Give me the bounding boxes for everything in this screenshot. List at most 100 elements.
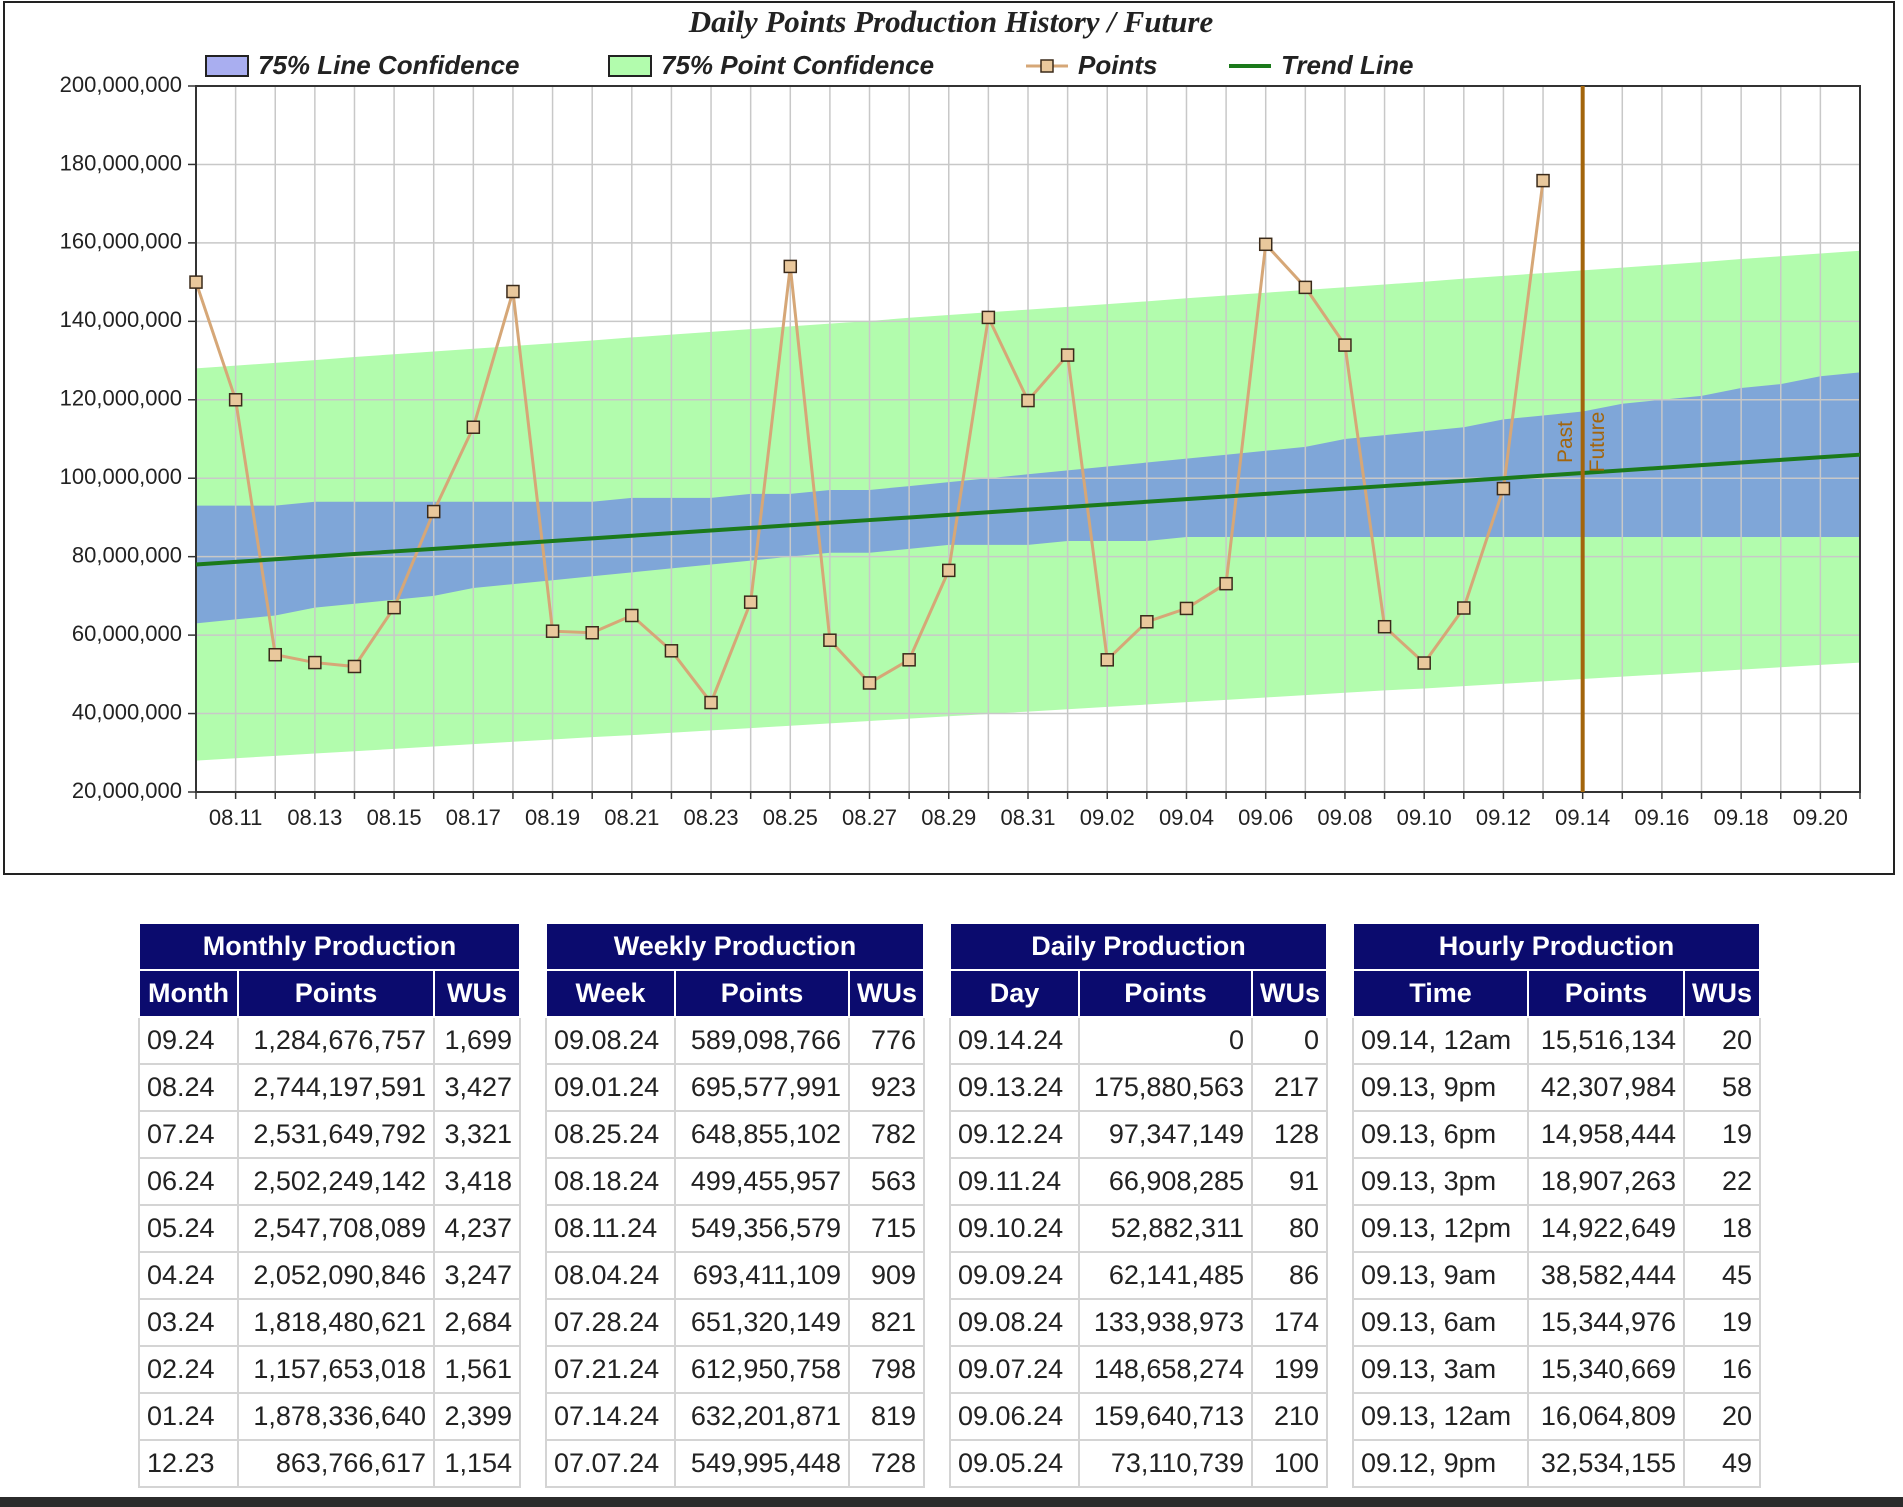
table-row: 08.25.24 648,855,102 782 bbox=[545, 1110, 925, 1159]
x-tick-label: 08.15 bbox=[367, 805, 422, 830]
table-cell: 14,922,649 bbox=[1527, 1204, 1685, 1253]
table-cell: 2,531,649,792 bbox=[237, 1110, 435, 1159]
table-row: 09.07.24 148,658,274 199 bbox=[949, 1345, 1328, 1394]
table-row: 09.13, 6pm 14,958,444 19 bbox=[1352, 1110, 1762, 1159]
table-cell: 09.12.24 bbox=[949, 1110, 1080, 1159]
table-cell: 09.12, 9pm bbox=[1352, 1439, 1529, 1488]
point-marker bbox=[862, 676, 877, 690]
table-cell: 42,307,984 bbox=[1527, 1063, 1685, 1112]
point-marker bbox=[743, 595, 758, 609]
y-tick-label: 160,000,000 bbox=[60, 229, 182, 254]
table-cell: 715 bbox=[848, 1204, 925, 1253]
y-tick-label: 200,000,000 bbox=[60, 72, 182, 97]
table-cell: 86 bbox=[1251, 1251, 1328, 1300]
table-cell: 09.13, 12pm bbox=[1352, 1204, 1529, 1253]
point-marker bbox=[625, 608, 639, 623]
table-cell: 62,141,485 bbox=[1078, 1251, 1253, 1300]
table-row: 08.18.24 499,455,957 563 bbox=[545, 1157, 925, 1206]
table-cell: 18,907,263 bbox=[1527, 1157, 1685, 1206]
table-cell: 09.13, 9pm bbox=[1352, 1063, 1529, 1112]
table-cell: 2,052,090,846 bbox=[237, 1251, 435, 1300]
table-cell: 128 bbox=[1251, 1110, 1328, 1159]
point-marker bbox=[1100, 653, 1114, 667]
table-row: 09.08.24 133,938,973 174 bbox=[949, 1298, 1328, 1347]
chart: Daily Points Production History / Future… bbox=[3, 1, 1895, 875]
table-cell: 91 bbox=[1251, 1157, 1328, 1206]
y-tick-label: 60,000,000 bbox=[72, 621, 182, 646]
table-cell: 09.13, 9am bbox=[1352, 1251, 1529, 1300]
table-row: 09.01.24 695,577,991 923 bbox=[545, 1063, 925, 1112]
title-row: Monthly Production bbox=[137, 922, 522, 971]
point-marker bbox=[1219, 576, 1233, 591]
y-tick-label: 120,000,000 bbox=[60, 386, 182, 411]
header-row: Month Points WUs bbox=[138, 969, 522, 1018]
table-cell: 19 bbox=[1682, 1298, 1762, 1347]
column-header: Day bbox=[949, 969, 1080, 1018]
point-marker bbox=[585, 626, 599, 640]
column-header: Time bbox=[1352, 969, 1529, 1018]
table-cell: 07.07.24 bbox=[545, 1439, 676, 1488]
point-marker bbox=[268, 647, 282, 662]
legend-swatch bbox=[608, 55, 652, 77]
table-row: 09.13.24 175,880,563 217 bbox=[949, 1063, 1328, 1112]
table-cell: 73,110,739 bbox=[1078, 1439, 1253, 1488]
table-cell: 728 bbox=[848, 1439, 925, 1488]
title-row: Weekly Production bbox=[545, 922, 925, 971]
table-cell: 798 bbox=[848, 1345, 925, 1394]
table-row: 09.13, 3pm 18,907,263 22 bbox=[1352, 1157, 1762, 1206]
table-row: 08.24 2,744,197,591 3,427 bbox=[138, 1063, 522, 1112]
y-tick-label: 100,000,000 bbox=[60, 464, 182, 489]
x-tick-label: 09.08 bbox=[1317, 805, 1372, 830]
table-cell: 07.14.24 bbox=[545, 1392, 676, 1441]
table-cell: 09.11.24 bbox=[949, 1157, 1080, 1206]
point-marker bbox=[1338, 338, 1352, 352]
table-cell: 01.24 bbox=[138, 1392, 239, 1441]
point-marker bbox=[466, 420, 481, 434]
table-cell: 549,995,448 bbox=[674, 1439, 850, 1488]
table-cell: 612,950,758 bbox=[674, 1345, 850, 1394]
point-marker bbox=[1377, 619, 1392, 634]
table-cell: 0 bbox=[1078, 1016, 1253, 1065]
table-cell: 693,411,109 bbox=[674, 1251, 850, 1300]
table-cell: 09.13, 12am bbox=[1352, 1392, 1529, 1441]
title-row: Hourly Production bbox=[1351, 922, 1762, 971]
table-cell: 15,516,134 bbox=[1527, 1016, 1685, 1065]
table-cell: 58 bbox=[1682, 1063, 1762, 1112]
legend-label: Trend Line bbox=[1281, 50, 1413, 80]
point-marker bbox=[942, 563, 956, 578]
point-marker bbox=[387, 600, 401, 615]
table-cell: 217 bbox=[1251, 1063, 1328, 1112]
x-tick-label: 08.13 bbox=[287, 805, 342, 830]
table-cell: 15,344,976 bbox=[1527, 1298, 1685, 1347]
table-cell: 45 bbox=[1682, 1251, 1762, 1300]
table-row: 07.07.24 549,995,448 728 bbox=[545, 1439, 925, 1488]
table-cell: 14,958,444 bbox=[1527, 1110, 1685, 1159]
x-tick-label: 08.11 bbox=[209, 805, 262, 830]
table-row: 09.05.24 73,110,739 100 bbox=[949, 1439, 1328, 1488]
point-marker bbox=[1060, 348, 1075, 362]
column-header: Points bbox=[1527, 969, 1685, 1018]
table-cell: 651,320,149 bbox=[674, 1298, 850, 1347]
table-row: 09.10.24 52,882,311 80 bbox=[949, 1204, 1328, 1253]
point-marker bbox=[347, 659, 362, 674]
x-tick-label: 08.23 bbox=[684, 805, 739, 830]
table-row: 09.24 1,284,676,757 1,699 bbox=[138, 1016, 522, 1065]
table-cell: 32,534,155 bbox=[1527, 1439, 1685, 1488]
table-cell: 97,347,149 bbox=[1078, 1110, 1253, 1159]
table-row: 09.12.24 97,347,149 128 bbox=[949, 1110, 1328, 1159]
table-cell: 09.05.24 bbox=[949, 1439, 1080, 1488]
table-cell: 159,640,713 bbox=[1078, 1392, 1253, 1441]
table-cell: 549,356,579 bbox=[674, 1204, 850, 1253]
bottom-bar bbox=[0, 1497, 1903, 1507]
table-cell: 148,658,274 bbox=[1078, 1345, 1253, 1394]
table-cell: 175,880,563 bbox=[1078, 1063, 1253, 1112]
table-cell: 07.24 bbox=[138, 1110, 239, 1159]
column-header: WUs bbox=[1682, 969, 1762, 1018]
x-tick-label: 09.10 bbox=[1397, 805, 1452, 830]
point-marker bbox=[506, 284, 520, 299]
column-header: Month bbox=[138, 969, 239, 1018]
table-cell: 09.13.24 bbox=[949, 1063, 1080, 1112]
table-cell: 09.06.24 bbox=[949, 1392, 1080, 1441]
legend-swatch bbox=[205, 55, 249, 77]
point-marker bbox=[704, 695, 718, 710]
